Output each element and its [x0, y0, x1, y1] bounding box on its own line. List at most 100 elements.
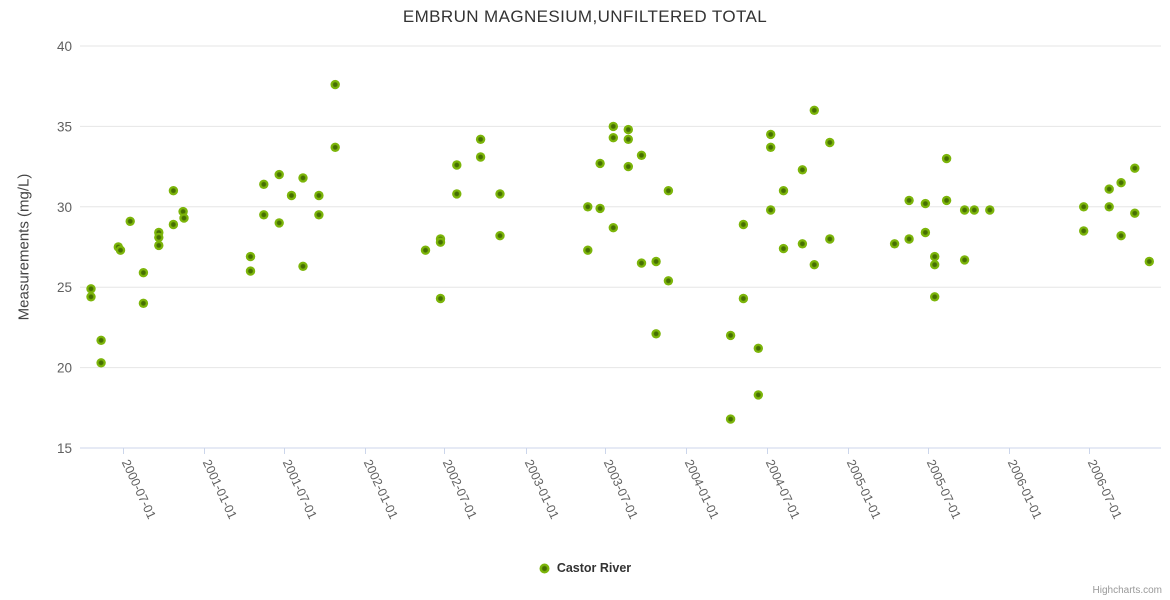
- data-point[interactable]: [1130, 163, 1140, 173]
- data-point[interactable]: [623, 134, 633, 144]
- data-point[interactable]: [274, 169, 284, 180]
- data-point[interactable]: [330, 79, 340, 90]
- data-point[interactable]: [86, 292, 96, 302]
- data-point[interactable]: [636, 258, 647, 268]
- data-point[interactable]: [623, 124, 633, 135]
- data-point[interactable]: [1116, 231, 1126, 241]
- data-point[interactable]: [583, 202, 593, 212]
- data-point[interactable]: [274, 218, 284, 228]
- data-point[interactable]: [608, 133, 618, 143]
- data-point[interactable]: [608, 223, 618, 233]
- data-point[interactable]: [1116, 178, 1126, 188]
- data-point[interactable]: [930, 260, 940, 270]
- data-point[interactable]: [920, 227, 931, 238]
- data-point[interactable]: [738, 293, 749, 304]
- y-axis-label: 15: [57, 441, 72, 456]
- x-axis-label: 2006-01-01: [1005, 457, 1045, 521]
- data-point[interactable]: [753, 390, 763, 400]
- data-point[interactable]: [314, 190, 324, 201]
- data-point[interactable]: [154, 240, 164, 251]
- data-point[interactable]: [298, 261, 308, 271]
- data-point[interactable]: [435, 237, 446, 247]
- y-axis-label: 35: [57, 119, 72, 134]
- data-point[interactable]: [1079, 202, 1089, 212]
- data-point[interactable]: [663, 276, 674, 286]
- data-point[interactable]: [245, 251, 256, 262]
- data-point[interactable]: [1144, 256, 1155, 267]
- data-point[interactable]: [314, 210, 324, 220]
- data-point[interactable]: [259, 210, 269, 220]
- data-point[interactable]: [778, 186, 789, 196]
- data-point[interactable]: [495, 231, 505, 241]
- data-point[interactable]: [138, 298, 149, 308]
- legend-item[interactable]: Castor River: [0, 561, 1170, 575]
- data-point[interactable]: [636, 150, 647, 160]
- data-point[interactable]: [797, 239, 808, 249]
- data-point[interactable]: [623, 161, 633, 172]
- data-point[interactable]: [138, 268, 149, 278]
- data-point[interactable]: [778, 243, 789, 254]
- data-point[interactable]: [1130, 208, 1140, 218]
- data-point[interactable]: [86, 284, 96, 294]
- data-point[interactable]: [738, 219, 749, 230]
- data-point[interactable]: [797, 165, 808, 175]
- x-axis-label: 2005-07-01: [924, 457, 964, 521]
- data-point[interactable]: [725, 330, 736, 341]
- data-point[interactable]: [298, 173, 308, 183]
- data-point[interactable]: [96, 358, 106, 368]
- data-point[interactable]: [125, 216, 135, 226]
- data-point[interactable]: [969, 205, 979, 215]
- data-point[interactable]: [452, 189, 462, 199]
- data-point[interactable]: [809, 260, 819, 270]
- y-axis-label: 25: [57, 280, 72, 295]
- data-point[interactable]: [1104, 184, 1114, 194]
- data-point[interactable]: [753, 343, 763, 353]
- data-point[interactable]: [435, 293, 446, 304]
- data-point[interactable]: [583, 245, 593, 255]
- data-point[interactable]: [920, 198, 931, 209]
- data-point[interactable]: [941, 153, 952, 164]
- data-point[interactable]: [889, 239, 900, 249]
- data-point[interactable]: [766, 205, 776, 215]
- data-point[interactable]: [168, 186, 179, 196]
- data-point[interactable]: [115, 245, 126, 255]
- data-point[interactable]: [495, 189, 505, 199]
- highcharts-credits-link[interactable]: Highcharts.com: [1092, 585, 1162, 596]
- data-point[interactable]: [96, 335, 106, 345]
- data-point[interactable]: [330, 142, 340, 152]
- data-point[interactable]: [959, 205, 970, 215]
- data-point[interactable]: [168, 219, 179, 230]
- data-point[interactable]: [608, 121, 618, 132]
- data-point[interactable]: [904, 234, 914, 244]
- data-point[interactable]: [941, 195, 952, 206]
- data-point[interactable]: [825, 234, 835, 244]
- data-point[interactable]: [595, 203, 605, 214]
- data-point[interactable]: [930, 251, 940, 262]
- data-point[interactable]: [663, 186, 674, 196]
- y-axis-label: 40: [57, 39, 72, 54]
- data-point[interactable]: [154, 232, 164, 243]
- data-point[interactable]: [1079, 226, 1089, 236]
- data-point[interactable]: [651, 256, 661, 267]
- data-point[interactable]: [809, 105, 819, 116]
- data-point[interactable]: [904, 195, 914, 206]
- data-point[interactable]: [420, 245, 431, 255]
- data-point[interactable]: [179, 213, 189, 223]
- data-point[interactable]: [595, 158, 605, 169]
- data-point[interactable]: [825, 137, 835, 148]
- data-point[interactable]: [259, 179, 269, 189]
- data-point[interactable]: [766, 129, 776, 140]
- data-point[interactable]: [985, 205, 995, 215]
- data-point[interactable]: [452, 160, 462, 170]
- data-point[interactable]: [475, 152, 486, 162]
- data-point[interactable]: [1104, 202, 1114, 212]
- data-point[interactable]: [766, 142, 776, 152]
- data-point[interactable]: [286, 190, 297, 201]
- data-point[interactable]: [725, 414, 736, 424]
- data-point[interactable]: [959, 255, 970, 265]
- data-point[interactable]: [930, 292, 940, 302]
- data-point[interactable]: [651, 329, 661, 339]
- data-point[interactable]: [475, 134, 486, 144]
- data-point[interactable]: [245, 266, 256, 276]
